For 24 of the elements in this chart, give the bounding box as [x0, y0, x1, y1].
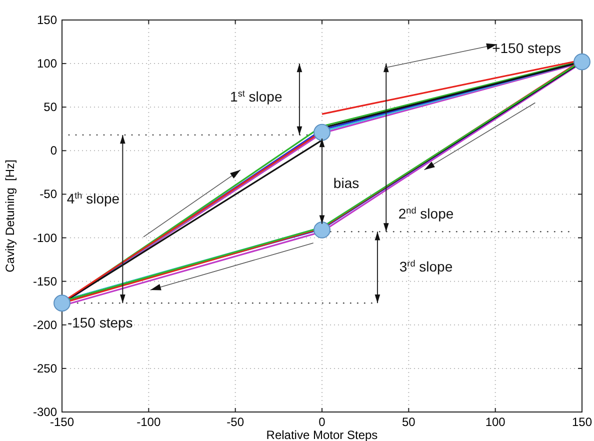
y-axis-title: Cavity Detuning [Hz]: [3, 160, 17, 272]
y-tick-label: 0: [50, 144, 58, 158]
annotation: bias: [333, 174, 360, 191]
x-tick-label: 0: [318, 415, 326, 429]
annotation: +150 steps: [492, 40, 561, 56]
y-tick-label: 50: [44, 100, 58, 114]
annotation: -150 steps: [67, 314, 133, 330]
y-tick-label: -50: [40, 187, 58, 202]
y-tick-label: 150: [36, 13, 58, 27]
y-tick-label: -100: [32, 230, 58, 245]
annotation: 4$^{th}$ slope: [66, 190, 120, 207]
y-tick-label: -250: [32, 361, 58, 376]
y-tick-label: -150: [32, 274, 58, 288]
x-tick-label: -100: [136, 415, 161, 429]
annotation: 2$^{nd}$ slope: [398, 205, 454, 222]
y-tick-label: 100: [36, 56, 58, 71]
y-tick-label: -300: [32, 405, 58, 419]
annotation: 1$^{st}$ slope: [230, 88, 282, 105]
x-tick-label: 50: [402, 415, 416, 429]
x-tick-label: -50: [226, 415, 244, 429]
y-tick-label: -200: [32, 318, 58, 332]
annotation: 3$^{rd}$ slope: [399, 258, 453, 275]
x-tick-label: 100: [485, 415, 506, 429]
x-tick-label: 150: [572, 415, 592, 429]
